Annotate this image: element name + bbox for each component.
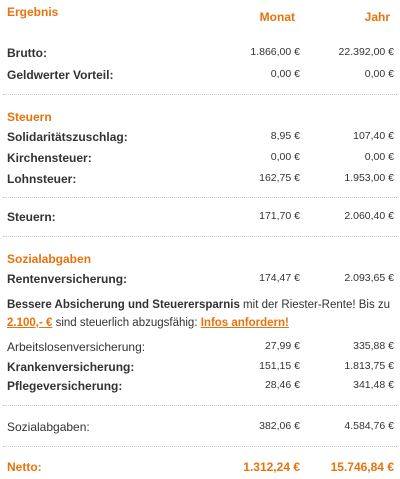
rente-year-value: 2.093,65 € xyxy=(344,272,394,284)
lohnsteuer-year-value: 1.953,00 € xyxy=(344,172,394,184)
promo-text-1: mit der Riester-Rente! Bis zu xyxy=(239,299,391,311)
rente-month-value: 174,47 € xyxy=(259,272,300,284)
kranken-year-value: 1.813,75 € xyxy=(344,360,394,372)
kirchensteuer-year-value: 0,00 € xyxy=(364,151,394,163)
netto-year-value: 15.746,84 € xyxy=(330,460,394,474)
result-title: Ergebnis xyxy=(7,5,59,19)
promo-text-2: sind steuerlich abzugsfähig: xyxy=(52,317,201,329)
kranken-month-value: 151,15 € xyxy=(259,360,300,372)
separator xyxy=(3,94,397,95)
riester-promo: Bessere Absicherung und Steuerersparnis … xyxy=(7,296,395,332)
row-label-kirchensteuer: Kirchensteuer: xyxy=(7,151,92,165)
row-label-krankenversicherung: Krankenversicherung: xyxy=(7,360,135,374)
row-label-arbeitslosenversicherung: Arbeitslosenversicherung: xyxy=(7,340,146,354)
brutto-month-value: 1.866,00 € xyxy=(250,46,300,58)
geldwerter-vorteil-year-value: 0,00 € xyxy=(364,68,394,80)
column-header-year: Jahr xyxy=(364,10,390,24)
sozialabgaben-total-year-value: 4.584,76 € xyxy=(344,420,394,432)
row-label-pflegeversicherung: Pflegeversicherung: xyxy=(7,379,123,393)
section-title-steuern: Steuern xyxy=(7,110,52,124)
result-header xyxy=(0,0,400,28)
pflege-year-value: 341,48 € xyxy=(353,379,394,391)
arbeitslosen-year-value: 335,88 € xyxy=(353,340,394,352)
soli-year-value: 107,40 € xyxy=(353,130,394,142)
separator xyxy=(3,405,397,406)
lohnsteuer-month-value: 162,75 € xyxy=(259,172,300,184)
section-title-sozialabgaben: Sozialabgaben xyxy=(7,252,92,266)
separator xyxy=(3,197,397,198)
row-label-geldwerter-vorteil: Geldwerter Vorteil: xyxy=(7,68,114,82)
brutto-year-value: 22.392,00 € xyxy=(338,46,394,58)
steuern-total-month-value: 171,70 € xyxy=(259,210,300,222)
separator xyxy=(3,236,397,237)
row-label-sozialabgaben-total: Sozialabgaben: xyxy=(7,420,90,434)
row-label-steuern-total: Steuern: xyxy=(7,210,56,224)
arbeitslosen-month-value: 27,99 € xyxy=(264,340,300,352)
row-label-lohnsteuer: Lohnsteuer: xyxy=(7,172,77,186)
soli-month-value: 8,95 € xyxy=(270,130,300,142)
infos-anfordern-link[interactable]: Infos anfordern! xyxy=(200,317,289,329)
netto-month-value: 1.312,24 € xyxy=(243,460,300,474)
separator xyxy=(3,446,397,447)
row-label-brutto: Brutto: xyxy=(7,46,47,60)
sozialabgaben-total-month-value: 382,06 € xyxy=(259,420,300,432)
row-label-solidaritaetszuschlag: Solidaritätszuschlag: xyxy=(7,130,128,144)
kirchensteuer-month-value: 0,00 € xyxy=(270,151,300,163)
row-label-rentenversicherung: Rentenversicherung: xyxy=(7,272,128,286)
geldwerter-vorteil-month-value: 0,00 € xyxy=(270,68,300,80)
pflege-month-value: 28,46 € xyxy=(264,379,300,391)
column-header-month: Monat xyxy=(259,10,295,24)
steuern-total-year-value: 2.060,40 € xyxy=(344,210,394,222)
promo-amount-link[interactable]: 2.100,- € xyxy=(7,317,53,329)
promo-headline: Bessere Absicherung und Steuerersparnis xyxy=(7,299,240,311)
row-label-netto: Netto: xyxy=(7,460,42,474)
